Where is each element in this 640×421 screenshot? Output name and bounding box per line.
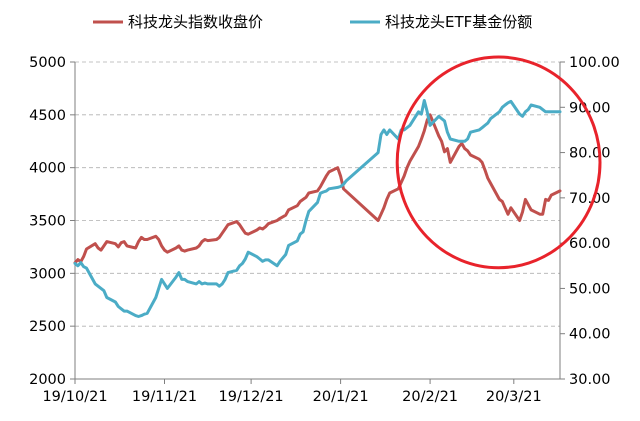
right-tick-label: 40.00 bbox=[569, 327, 611, 343]
legend-label: 科技龙头ETF基金份额 bbox=[385, 13, 532, 31]
highlight-annotation bbox=[395, 55, 602, 270]
x-tick-label: 19/12/21 bbox=[219, 389, 284, 405]
legend-label: 科技龙头指数收盘价 bbox=[128, 13, 263, 31]
legend: 科技龙头指数收盘价 科技龙头ETF基金份额 bbox=[93, 13, 532, 31]
x-tick-label: 20/3/21 bbox=[486, 389, 542, 405]
right-axis-tick-labels: 30.00 40.00 50.00 60.00 70.00 80.00 90.00 100.0… bbox=[560, 55, 620, 388]
x-tick-label: 19/11/21 bbox=[132, 389, 197, 405]
right-tick-label: 60.00 bbox=[569, 236, 611, 252]
left-tick-label: 3000 bbox=[29, 266, 66, 282]
left-axis-tick-labels: 2000 2500 3000 3500 4000 4500 5000 bbox=[29, 55, 75, 388]
x-tick-label: 20/2/21 bbox=[402, 389, 458, 405]
x-tick-label: 20/1/21 bbox=[313, 389, 369, 405]
right-tick-label: 70.00 bbox=[569, 191, 611, 207]
left-tick-label: 4500 bbox=[29, 108, 66, 124]
highlight-ellipse bbox=[395, 55, 602, 270]
right-tick-label: 90.00 bbox=[569, 100, 611, 116]
right-tick-label: 30.00 bbox=[569, 372, 611, 388]
grid-lines bbox=[75, 61, 560, 327]
series-lines bbox=[73, 99, 562, 318]
right-tick-label: 50.00 bbox=[569, 281, 611, 297]
right-tick-label: 80.00 bbox=[569, 146, 611, 162]
left-tick-label: 2000 bbox=[29, 372, 66, 388]
left-tick-label: 4000 bbox=[29, 161, 66, 177]
x-tick-label: 19/10/21 bbox=[42, 389, 107, 405]
x-axis-tick-labels: 19/10/21 19/11/21 19/12/21 20/1/21 20/2/21 20… bbox=[42, 379, 542, 405]
index-close-series-line bbox=[73, 113, 562, 265]
right-tick-label: 100.00 bbox=[569, 55, 620, 71]
left-tick-label: 5000 bbox=[29, 55, 66, 71]
left-tick-label: 2500 bbox=[29, 319, 66, 335]
left-tick-label: 3500 bbox=[29, 214, 66, 230]
etf-shares-series-line bbox=[73, 99, 562, 318]
